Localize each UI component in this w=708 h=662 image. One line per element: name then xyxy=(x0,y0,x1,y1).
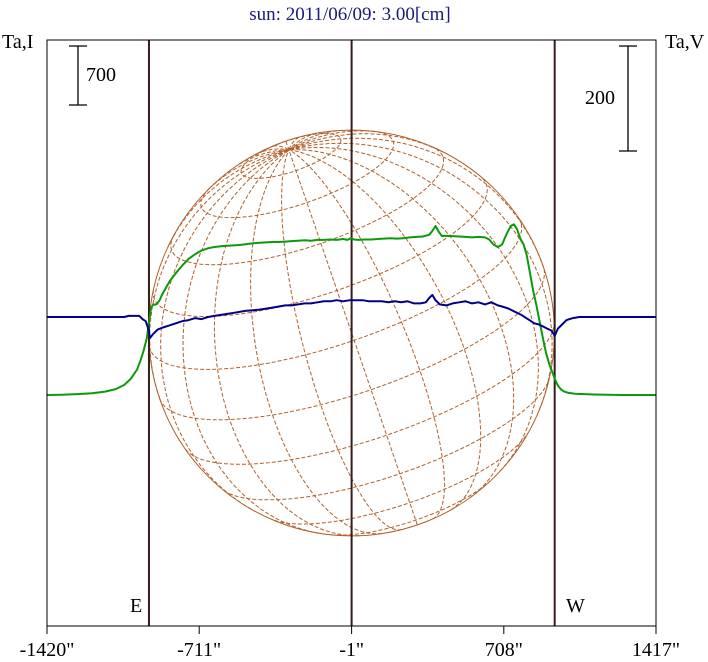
ta-i-series-line xyxy=(46,223,656,396)
latitude-line xyxy=(152,177,488,317)
latitude-line xyxy=(274,433,529,525)
scale-bar-right xyxy=(619,45,637,152)
longitude-line xyxy=(273,145,290,151)
latitude-line xyxy=(223,379,550,501)
longitude-line xyxy=(149,149,289,399)
scale-bar-right-label: 200 xyxy=(585,87,615,109)
longitude-line xyxy=(256,148,289,155)
latitude-line xyxy=(185,322,555,465)
right-axis-label: Ta,V xyxy=(665,31,705,53)
longitude-line xyxy=(285,141,290,150)
longitude-line xyxy=(160,149,290,510)
longitude-line xyxy=(288,142,553,411)
longitude-line xyxy=(281,149,402,531)
longitude-line xyxy=(167,149,289,247)
longitude-line xyxy=(239,149,289,165)
longitude-line xyxy=(288,146,539,472)
latitude-line xyxy=(170,146,445,266)
latitude-line xyxy=(200,131,395,219)
x-tick-label: -1" xyxy=(339,639,364,661)
solar-disk-grid xyxy=(148,129,555,537)
longitude-line xyxy=(288,149,418,526)
x-tick-label: -1420" xyxy=(20,639,75,661)
longitude-line xyxy=(213,149,360,537)
x-axis-ticks: -1420" -711" -1" 708" 1417" xyxy=(20,626,680,661)
latitude-line xyxy=(330,479,493,536)
longitude-line xyxy=(288,136,300,150)
x-tick-label: 708" xyxy=(485,639,523,661)
scale-bar-left xyxy=(69,45,87,106)
x-tick-label: 1417" xyxy=(632,639,680,661)
longitude-line xyxy=(288,132,317,151)
longitude-line xyxy=(288,149,515,499)
limb-lines xyxy=(147,40,556,626)
limb-label-east: E xyxy=(130,595,142,617)
longitude-line xyxy=(288,133,444,153)
longitude-line xyxy=(288,149,446,520)
left-axis-label: Ta,I xyxy=(2,31,33,53)
chart-title: sun: 2011/06/09: 3.00[cm] xyxy=(249,4,450,25)
x-tick-label: -711" xyxy=(177,639,221,661)
limb-label-west: W xyxy=(566,595,585,617)
series-lines xyxy=(46,223,656,396)
longitude-line xyxy=(250,149,382,535)
scale-bar-left-label: 700 xyxy=(86,64,116,86)
ta-v-series-line xyxy=(47,293,656,339)
longitude-line xyxy=(288,149,482,511)
latitude-line xyxy=(148,219,523,370)
longitude-line xyxy=(288,137,544,268)
longitude-line xyxy=(288,130,376,151)
longitude-line xyxy=(182,149,320,534)
longitude-line xyxy=(208,149,289,189)
longitude-line xyxy=(288,130,337,151)
